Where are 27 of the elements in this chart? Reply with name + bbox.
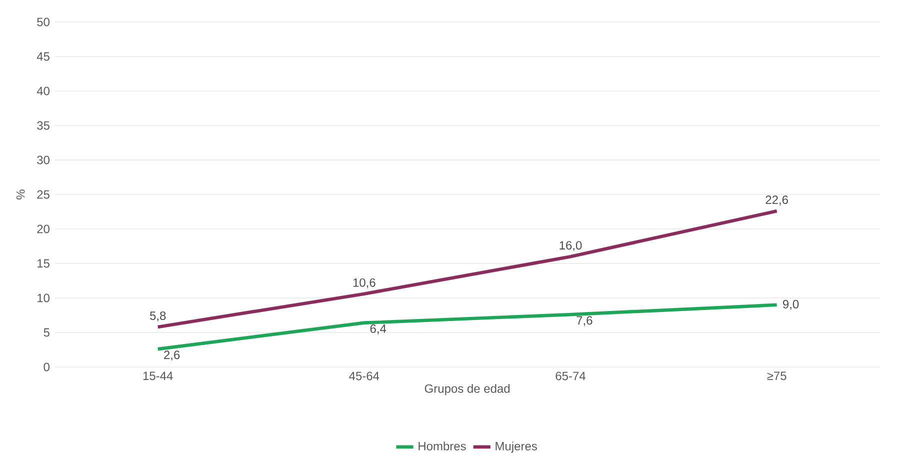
x-axis-title: Grupos de edad — [424, 384, 510, 396]
data-label: 16,0 — [560, 241, 582, 251]
y-tick-label: 25 — [37, 190, 50, 199]
data-label: 6,4 — [370, 324, 386, 334]
legend-label: Mujeres — [496, 442, 537, 453]
y-tick-label: 15 — [38, 259, 50, 268]
y-tick-label: 45 — [36, 52, 50, 61]
y-tick-label: 20 — [37, 224, 50, 234]
y-tick-label: 40 — [36, 86, 50, 96]
y-tick-label: 10 — [38, 294, 50, 302]
x-tick-label: 65-74 — [556, 372, 586, 380]
y-tick-label: 50 — [37, 18, 50, 26]
y-tick-label: 0 — [44, 362, 50, 372]
data-label: 10,6 — [353, 278, 376, 288]
x-tick-label: 45-64 — [349, 372, 380, 380]
data-label: 22,6 — [766, 196, 788, 206]
data-label: 7,6 — [576, 316, 592, 326]
data-label: 5,8 — [150, 311, 166, 322]
x-tick-label: ≥75 — [767, 372, 786, 380]
x-tick-label: 15-44 — [143, 372, 173, 380]
data-label: 2,6 — [164, 350, 180, 361]
y-tick-label: 5 — [44, 328, 50, 337]
y-tick-label: 35 — [37, 121, 50, 130]
y-tick-label: 30 — [37, 156, 50, 164]
y-axis-title: % — [16, 190, 25, 200]
data-label: 9,0 — [782, 300, 799, 310]
legend-label: Hombres — [418, 442, 466, 450]
